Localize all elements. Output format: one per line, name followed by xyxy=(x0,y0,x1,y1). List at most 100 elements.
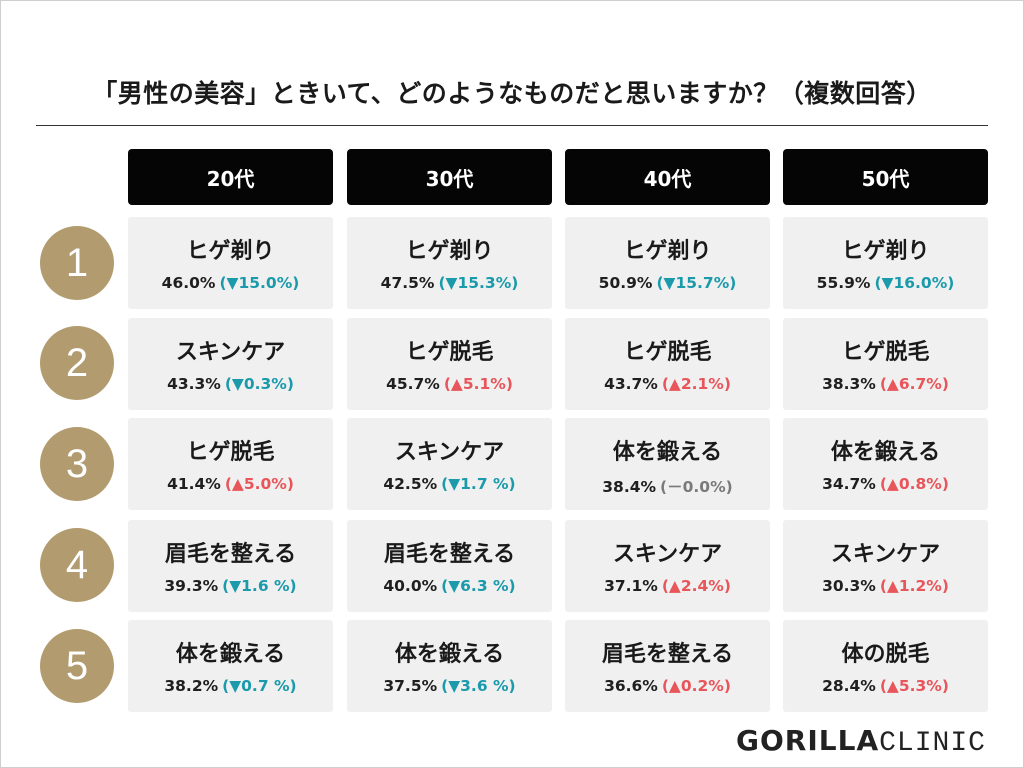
cell-stat: 43.3% (▼0.3%) xyxy=(128,375,333,393)
cell-stat: 38.3% (▲6.7%) xyxy=(783,375,988,393)
change-value: (▼0.7 %) xyxy=(222,677,297,695)
column-header-20s: 20代 xyxy=(128,149,333,205)
change-value: (▼1.7 %) xyxy=(441,475,516,493)
cell-stat: 46.0% (▼15.0%) xyxy=(128,274,333,292)
cell-stat: 55.9% (▼16.0%) xyxy=(783,274,988,292)
percentage-value: 45.7% xyxy=(386,375,440,393)
change-value: (▲0.2%) xyxy=(661,677,731,695)
percentage-value: 55.9% xyxy=(816,274,871,292)
ranking-cell: ヒゲ脱毛 38.3% (▲6.7%) xyxy=(783,318,988,410)
percentage-value: 28.4% xyxy=(822,677,876,695)
ranking-cell: 体を鍛える 34.7% (▲0.8%) xyxy=(783,418,988,510)
change-value: (▼1.6 %) xyxy=(222,577,297,595)
ranking-cell: ヒゲ剃り 46.0% (▼15.0%) xyxy=(128,217,333,309)
cell-stat: 40.0% (▼6.3 %) xyxy=(347,577,552,595)
change-value: (▲5.1%) xyxy=(443,375,513,393)
cell-stat: 50.9% (▼15.7%) xyxy=(565,274,770,292)
column-header-50s: 50代 xyxy=(783,149,988,205)
ranking-cell: ヒゲ脱毛 43.7% (▲2.1%) xyxy=(565,318,770,410)
ranking-cell: スキンケア 37.1% (▲2.4%) xyxy=(565,520,770,612)
column-header-40s: 40代 xyxy=(565,149,770,205)
percentage-value: 43.7% xyxy=(604,375,658,393)
change-value: (▲2.1%) xyxy=(661,375,731,393)
percentage-value: 47.5% xyxy=(380,274,435,292)
change-value: (▼15.3%) xyxy=(438,274,519,292)
percentage-value: 38.3% xyxy=(822,375,876,393)
percentage-value: 34.7% xyxy=(822,475,876,493)
cell-label: ヒゲ脱毛 xyxy=(623,340,712,365)
cell-stat: 42.5% (▼1.7 %) xyxy=(347,475,552,493)
page-title: 「男性の美容」ときいて、どのようなものだと思いますか？（複数回答） xyxy=(92,79,932,108)
change-value: (▼3.6 %) xyxy=(441,677,516,695)
ranking-cell: ヒゲ剃り 47.5% (▼15.3%) xyxy=(347,217,552,309)
cell-stat: 37.5% (▼3.6 %) xyxy=(347,677,552,695)
logo-light-text: CLINIC xyxy=(879,728,986,759)
cell-stat: 28.4% (▲5.3%) xyxy=(783,677,988,695)
change-value: (▲2.4%) xyxy=(661,577,731,595)
percentage-value: 46.0% xyxy=(161,274,216,292)
cell-label: 眉毛を整える xyxy=(601,642,734,667)
cell-stat: 43.7% (▲2.1%) xyxy=(565,375,770,393)
cell-label: 体の脱毛 xyxy=(841,642,930,667)
ranking-cell: 体を鍛える 38.2% (▼0.7 %) xyxy=(128,620,333,712)
cell-stat: 36.6% (▲0.2%) xyxy=(565,677,770,695)
cell-stat: 39.3% (▼1.6 %) xyxy=(128,577,333,595)
cell-label: スキンケア xyxy=(830,542,941,567)
change-value: (▲6.7%) xyxy=(879,375,949,393)
column-header-30s: 30代 xyxy=(347,149,552,205)
change-value: (▼15.0%) xyxy=(219,274,300,292)
cell-label: スキンケア xyxy=(612,542,723,567)
cell-label: スキンケア xyxy=(175,340,286,365)
cell-label: 眉毛を整える xyxy=(164,542,297,567)
cell-label: ヒゲ脱毛 xyxy=(186,440,275,465)
ranking-cell: 眉毛を整える 39.3% (▼1.6 %) xyxy=(128,520,333,612)
cell-label: スキンケア xyxy=(394,440,505,465)
cell-stat: 41.4% (▲5.0%) xyxy=(128,475,333,493)
cell-label: ヒゲ剃り xyxy=(405,239,494,264)
cell-label: ヒゲ剃り xyxy=(186,239,275,264)
change-value: (▲1.2%) xyxy=(879,577,949,595)
percentage-value: 50.9% xyxy=(598,274,653,292)
ranking-cell: 眉毛を整える 40.0% (▼6.3 %) xyxy=(347,520,552,612)
percentage-value: 39.3% xyxy=(164,577,219,595)
cell-label: 体を鍛える xyxy=(612,440,723,465)
ranking-cell: スキンケア 43.3% (▼0.3%) xyxy=(128,318,333,410)
ranking-cell: スキンケア 30.3% (▲1.2%) xyxy=(783,520,988,612)
ranking-cell: ヒゲ剃り 50.9% (▼15.7%) xyxy=(565,217,770,309)
rank-badge-3: 3 xyxy=(40,427,114,501)
percentage-value: 37.5% xyxy=(383,677,438,695)
change-value: (▼16.0%) xyxy=(874,274,955,292)
change-value: (▲5.3%) xyxy=(879,677,949,695)
percentage-value: 43.3% xyxy=(167,375,221,393)
ranking-cell: スキンケア 42.5% (▼1.7 %) xyxy=(347,418,552,510)
cell-label: 体を鍛える xyxy=(394,642,505,667)
cell-label: ヒゲ脱毛 xyxy=(841,340,930,365)
ranking-cell: 体を鍛える 38.4% (－0.0%) xyxy=(565,418,770,510)
cell-label: ヒゲ脱毛 xyxy=(405,340,494,365)
percentage-value: 38.4% xyxy=(602,478,657,496)
percentage-value: 37.1% xyxy=(604,577,658,595)
cell-stat: 37.1% (▲2.4%) xyxy=(565,577,770,595)
percentage-value: 38.2% xyxy=(164,677,219,695)
cell-stat: 38.2% (▼0.7 %) xyxy=(128,677,333,695)
percentage-value: 41.4% xyxy=(167,475,221,493)
cell-stat: 30.3% (▲1.2%) xyxy=(783,577,988,595)
change-value: (▲5.0%) xyxy=(224,475,294,493)
change-value: (▼0.3%) xyxy=(224,375,294,393)
change-value: (▲0.8%) xyxy=(879,475,949,493)
rank-badge-5: 5 xyxy=(40,629,114,703)
percentage-value: 42.5% xyxy=(383,475,438,493)
percentage-value: 36.6% xyxy=(604,677,658,695)
ranking-cell: 眉毛を整える 36.6% (▲0.2%) xyxy=(565,620,770,712)
cell-stat: 38.4% (－0.0%) xyxy=(565,475,770,497)
percentage-value: 30.3% xyxy=(822,577,876,595)
change-value: (－0.0%) xyxy=(660,478,733,496)
cell-label: ヒゲ剃り xyxy=(623,239,712,264)
ranking-cell: ヒゲ脱毛 41.4% (▲5.0%) xyxy=(128,418,333,510)
rank-badge-2: 2 xyxy=(40,326,114,400)
ranking-cell: ヒゲ剃り 55.9% (▼16.0%) xyxy=(783,217,988,309)
cell-stat: 47.5% (▼15.3%) xyxy=(347,274,552,292)
percentage-value: 40.0% xyxy=(383,577,438,595)
title-divider xyxy=(36,125,988,126)
cell-label: 体を鍛える xyxy=(830,440,941,465)
